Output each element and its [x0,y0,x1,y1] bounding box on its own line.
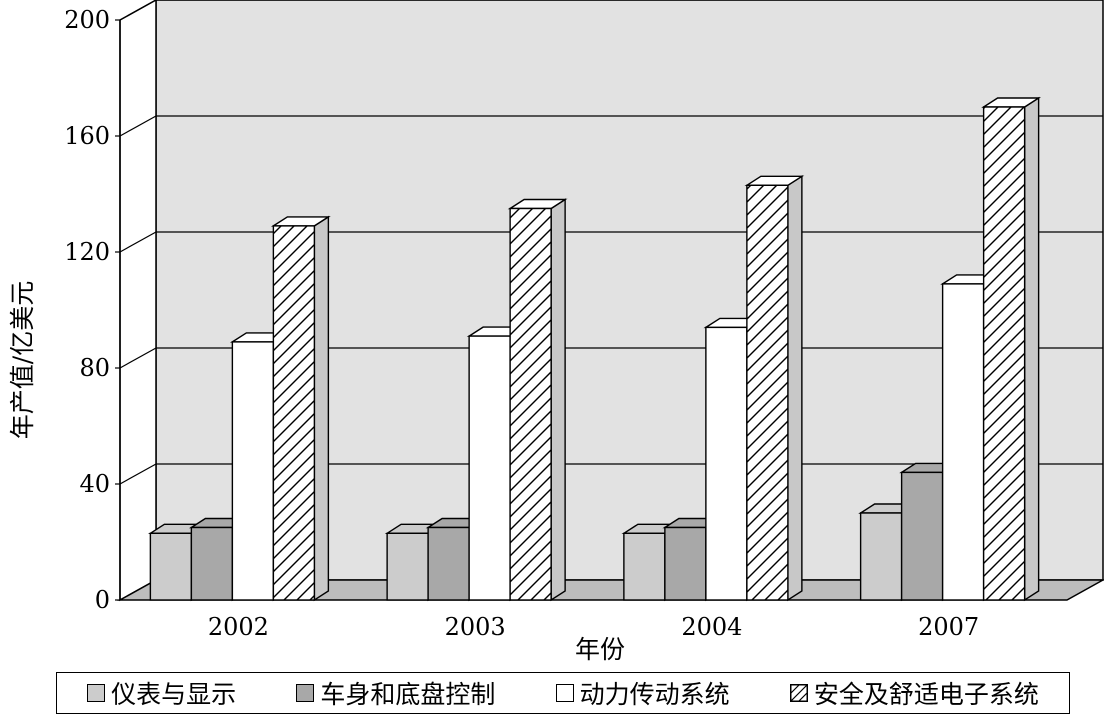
y-tick-label: 160 [64,122,110,150]
side-wall [119,0,157,602]
x-tick-label: 2003 [445,613,506,641]
legend-swatch-safety [789,684,808,702]
y-tick-label: 0 [95,586,110,614]
bar-front [427,526,470,601]
y-axis-ticks: 0 40 80 120 160 200 [64,6,121,614]
bar-front [859,512,903,601]
y-tick-label: 200 [64,6,110,34]
gridline-side [119,231,157,253]
bar-front [190,526,234,601]
bar-front [705,326,748,601]
bar-front [623,532,666,601]
x-tick-label: 2007 [918,613,979,641]
x-tick-label: 2004 [681,613,742,641]
bar-front [900,471,944,601]
bar-front [231,341,275,601]
gridline-side [119,0,157,21]
bar-front [386,532,429,601]
bar-side [787,175,803,602]
x-axis-ticks: 2002 2003 2004 2007 [208,613,979,641]
gridline-side [119,347,157,369]
legend-label-safety: 安全及舒适电子系统 [813,680,1039,709]
bar-front [509,207,552,601]
bar-front [664,526,707,601]
bar-side [313,215,330,602]
gridline-side [119,463,157,485]
y-tick-label: 40 [79,470,110,498]
x-axis-title: 年份 [574,635,625,664]
x-tick-label: 2002 [208,613,269,641]
bar-2007-3 [981,96,1042,602]
legend-swatch-powertrain [555,684,574,702]
legend-item-instrument: 仪表与显示 [87,675,236,711]
legend-item-chassis: 车身和底盘控制 [296,675,495,711]
legend-label-chassis: 车身和底盘控制 [320,680,496,709]
legend-swatch-chassis [296,684,315,702]
bar-2002-3 [270,215,331,602]
bar-2003-3 [507,198,568,602]
bar-front [746,184,789,601]
bar-front [982,106,1026,601]
bars [147,96,1042,602]
legend-item-safety: 安全及舒适电子系统 [789,675,1039,711]
legend: 仪表与显示 车身和底盘控制 动力传动系统 安全及舒适电子系统 [56,672,1070,714]
legend-swatch-instrument [87,684,106,702]
bar-2004-3 [744,175,805,602]
bar-side [1023,96,1040,602]
bar-side [550,198,566,602]
legend-label-instrument: 仪表与显示 [111,680,237,709]
y-axis-title: 年产值/亿美元 [8,280,37,440]
bar-front [149,532,193,601]
bar-front [941,283,985,601]
legend-label-powertrain: 动力传动系统 [579,680,730,709]
y-tick-label: 120 [64,238,110,266]
bar-front [468,335,511,601]
y-tick-label: 80 [79,354,110,382]
gridline-side [119,115,157,137]
bar-front [272,225,316,601]
legend-item-powertrain: 动力传动系统 [555,675,730,711]
